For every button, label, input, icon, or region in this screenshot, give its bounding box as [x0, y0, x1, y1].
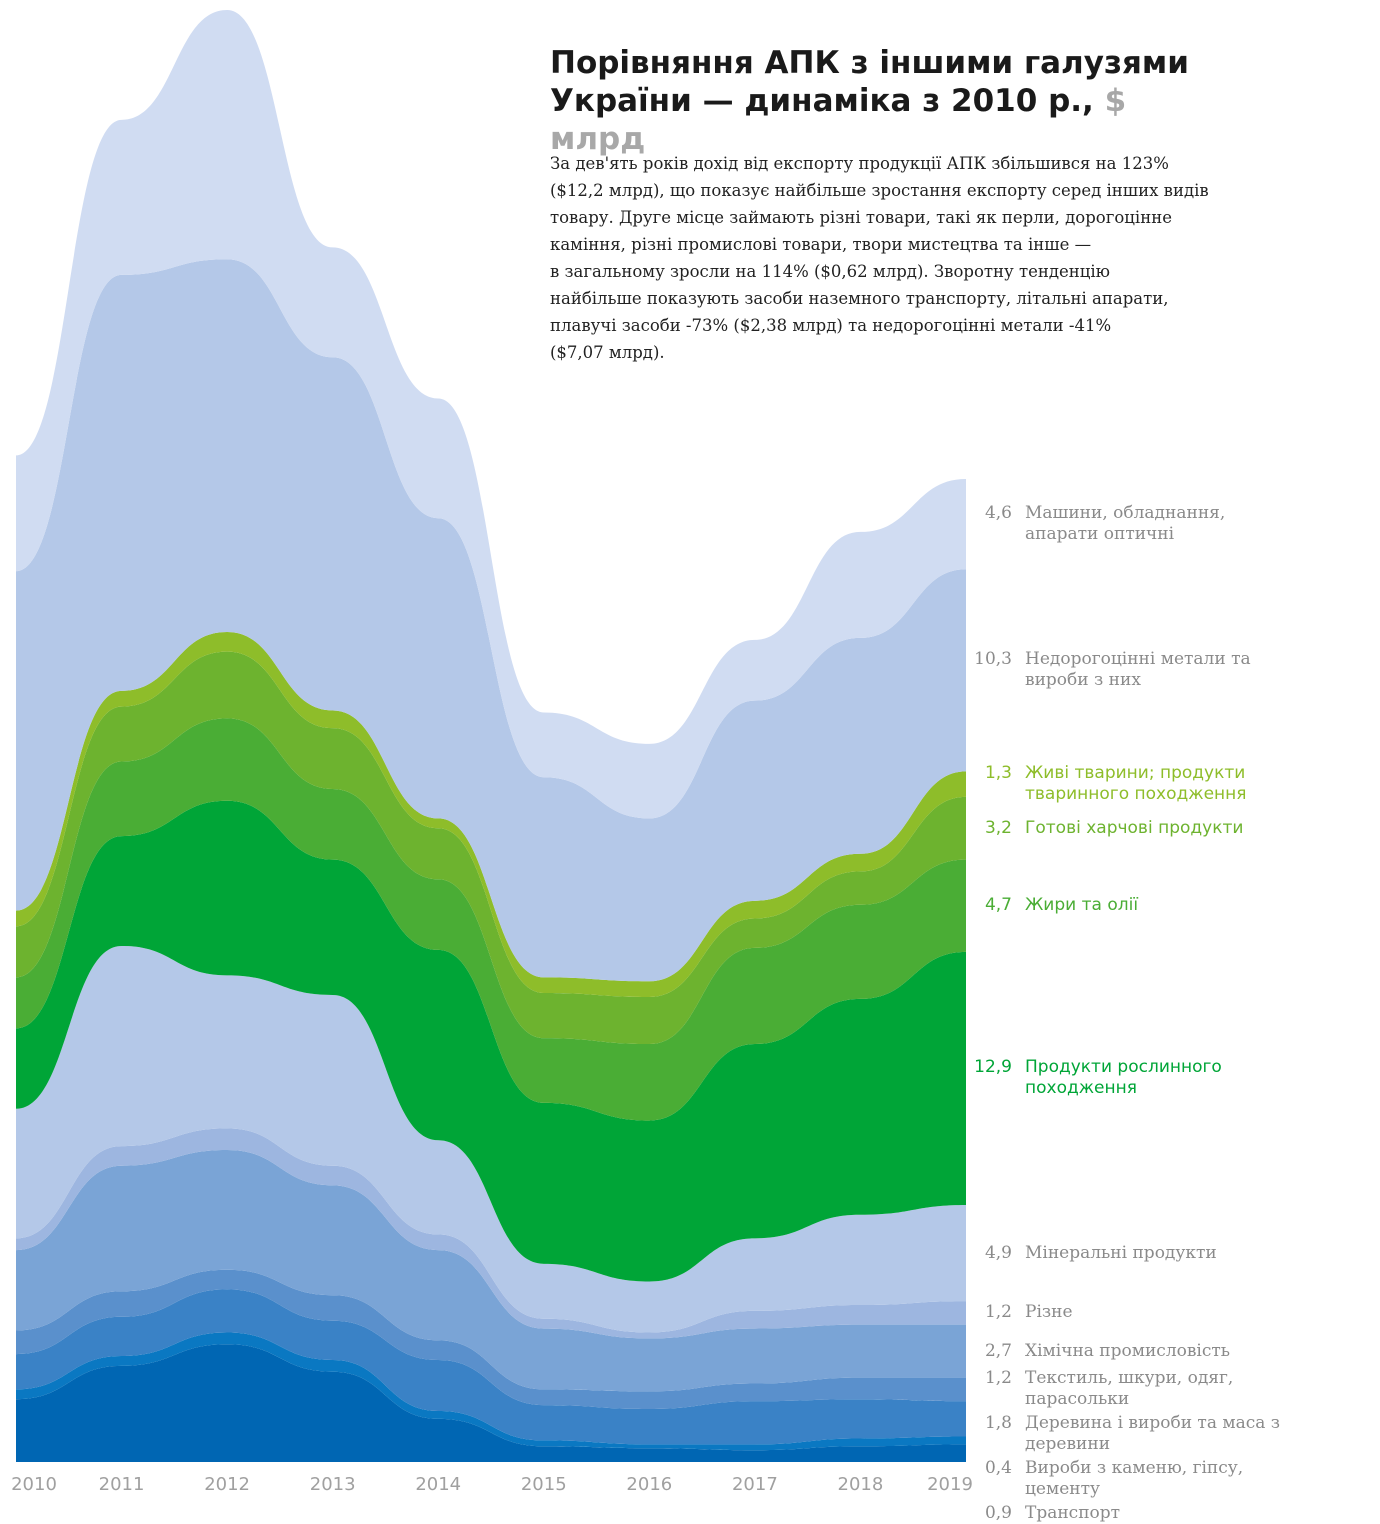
series-end-value: 4,7 [984, 895, 1012, 916]
series-label: 4,9 Мінеральні продукти [960, 1243, 1285, 1264]
series-label: 1,8 Деревина і вироби та маса з деревини [960, 1413, 1285, 1455]
series-label: 2,7 Хімічна промисловість [960, 1341, 1285, 1362]
description-line: плавучі засоби -73% ($2,38 млрд) та недо… [550, 316, 1112, 335]
legend-label: Готові харчові продукти [1025, 817, 1244, 838]
series-end-value: 1,3 [984, 763, 1012, 784]
legend-label: Вироби з каменю, гіпсу, цементу [1025, 1458, 1244, 1500]
legend-label: Машини, обладнання, апарати оптичні [1025, 503, 1226, 545]
description-line: в загальному зросли на 114% ($0,62 млрд)… [550, 262, 1111, 281]
description-line: За дев'ять років дохід від експорту прод… [550, 154, 1169, 173]
legend-label: Недорогоцінні метали та вироби з них [1025, 649, 1251, 691]
x-tick-label: 2010 [11, 1474, 57, 1495]
legend-label: Живі тварини; продукти тваринного походж… [1025, 763, 1247, 805]
x-tick-label: 2019 [927, 1474, 973, 1495]
series-end-value: 10,3 [974, 649, 1012, 670]
chart-title: Порівняння АПК з іншими галузями України… [550, 45, 1189, 119]
legend-label: Текстиль, шкури, одяг, парасольки [1025, 1368, 1234, 1410]
description-line: ($7,07 млрд). [550, 343, 665, 362]
legend-label: Різне [1025, 1302, 1073, 1323]
x-tick-label: 2015 [520, 1474, 567, 1495]
area-layer [16, 1269, 966, 1410]
series-label: 4,6 Машини, обладнання, апарати оптичні [960, 503, 1285, 545]
series-label: 1,2 Різне [960, 1302, 1285, 1323]
area-layer [16, 651, 966, 1045]
series-label: 1,2 Текстиль, шкури, одяг, парасольки [960, 1368, 1285, 1410]
description-line: найбільше показують засоби наземного тра… [550, 289, 1169, 308]
area-layer [16, 1344, 966, 1462]
area-layer [16, 718, 966, 1121]
area-layer [16, 1150, 966, 1392]
x-tick-label: 2016 [626, 1474, 673, 1495]
series-end-value: 12,9 [974, 1057, 1012, 1078]
series-end-value: 2,7 [984, 1340, 1012, 1361]
x-tick-label: 2013 [309, 1474, 356, 1495]
legend-label: Хімічна промисловість [1025, 1340, 1231, 1361]
series-end-value: 1,8 [984, 1413, 1012, 1434]
chart-title-block: Порівняння АПК з іншими галузями України… [550, 44, 1190, 158]
x-tick-label: 2018 [837, 1474, 884, 1495]
series-label: 0,4 Вироби з каменю, гіпсу, цементу [960, 1458, 1285, 1500]
series-end-value: 4,6 [984, 503, 1012, 524]
chart-unit: $ млрд [550, 83, 1127, 157]
x-tick-label: 2017 [731, 1474, 778, 1495]
x-tick-label: 2014 [415, 1474, 462, 1495]
series-end-value: 3,2 [984, 817, 1012, 838]
legend-label: Транспорт [1025, 1503, 1121, 1524]
area-layer [16, 1332, 966, 1451]
series-label: 12,9 Продукти рослинного походження [960, 1057, 1285, 1099]
area-layer [16, 10, 966, 819]
area-layer [16, 1289, 966, 1445]
legend-label: Мінеральні продукти [1025, 1242, 1217, 1263]
area-layer [16, 800, 966, 1282]
area-layer [16, 945, 966, 1333]
legend-label: Продукти рослинного походження [1025, 1057, 1222, 1099]
area-layer [16, 1128, 966, 1339]
description-line: ($12,2 млрд), що показує найбільше зрост… [550, 181, 1209, 200]
series-label: 3,2 Готові харчові продукти [960, 818, 1285, 839]
series-label: 1,3 Живі тварини; продукти тваринного пох… [960, 763, 1285, 805]
x-tick-label: 2011 [98, 1474, 145, 1495]
series-label: 4,7 Жири та олії [960, 895, 1285, 916]
series-end-value: 4,9 [984, 1242, 1012, 1263]
series-end-value: 0,4 [984, 1458, 1012, 1479]
x-tick-label: 2012 [204, 1474, 251, 1495]
legend-label: Деревина і вироби та маса з деревини [1025, 1413, 1281, 1455]
series-end-value: 1,2 [984, 1302, 1012, 1323]
description: За дев'ять років дохід від експорту прод… [550, 150, 1310, 366]
description-line: каміння, різні промислові товари, твори … [550, 235, 1092, 254]
series-label: 10,3 Недорогоцінні метали та вироби з них [960, 649, 1285, 691]
legend-label: Жири та олії [1025, 895, 1139, 916]
series-end-value: 0,9 [984, 1503, 1012, 1524]
series-end-value: 1,2 [984, 1368, 1012, 1389]
series-label: 0,9 Транспорт [960, 1503, 1285, 1524]
area-layer [16, 259, 966, 982]
description-line: товару. Друге місце займають різні товар… [550, 208, 1172, 227]
